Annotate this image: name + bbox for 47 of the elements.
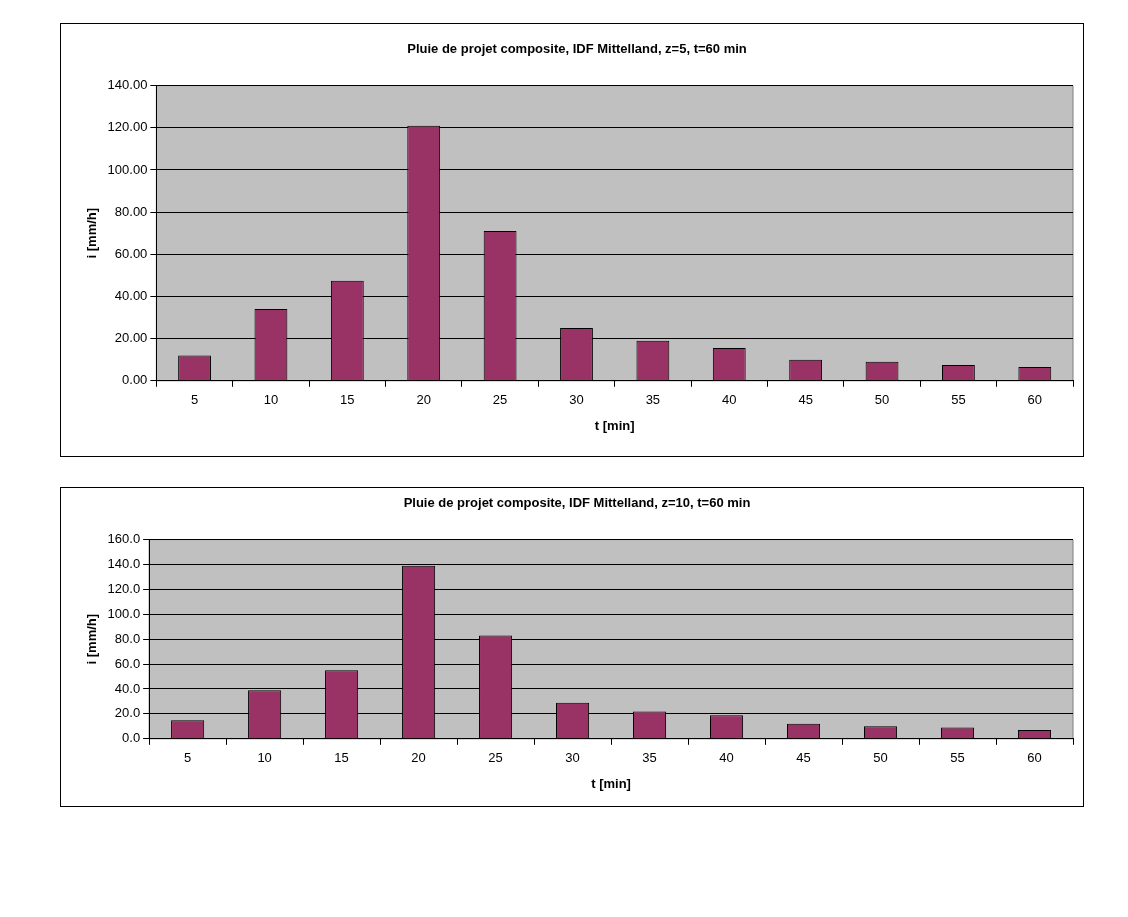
x-tick-label: 5 [184,750,192,766]
y-tick-label: 120.0 [107,580,141,596]
x-tick-label: 30 [569,392,584,408]
x-tick-label: 55 [951,392,966,408]
x-tick-label: 5 [190,392,199,408]
x-axis-title: t [min] [591,775,631,791]
x-tick-label: 35 [645,392,661,408]
x-tick-label: 40 [722,392,737,408]
y-tick-label: 40.0 [114,680,141,696]
x-tick-label: 30 [565,750,580,766]
chart-title: Pluie de projet composite, IDF Mittelland, z=10, t=60 min [403,495,751,511]
x-tick-label: 10 [263,392,279,408]
y-tick-label: 100.0 [107,605,141,621]
x-tick-label: 20 [416,392,431,408]
x-tick-label: 20 [411,750,426,766]
x-tick-label: 40 [719,750,734,766]
y-tick-label: 140.00 [107,77,148,93]
y-axis-title: i [mm/h] [84,207,100,259]
x-tick-label: 60 [1027,750,1042,766]
x-tick-label: 45 [796,750,811,766]
y-tick-label: 20.00 [114,330,148,346]
x-tick-label: 15 [340,392,355,408]
y-tick-label: 0.0 [122,730,141,746]
y-tick-label: 0.00 [122,372,148,388]
y-tick-label: 20.0 [114,705,141,721]
y-tick-label: 140.0 [107,556,141,572]
y-tick-label: 80.0 [114,630,141,646]
y-axis-title: i [mm/h] [84,613,100,665]
x-axis-title: t [min] [594,417,635,433]
x-tick-label: 55 [950,750,965,766]
x-tick-label: 15 [334,750,349,766]
chart-title: Pluie de projet composite, IDF Mittelland, z=5, t=60 min [407,41,747,57]
x-tick-label: 25 [488,750,503,766]
x-tick-label: 35 [642,750,657,766]
x-tick-label: 25 [492,392,508,408]
y-tick-label: 60.0 [114,655,141,671]
y-tick-label: 40.00 [114,288,148,304]
y-tick-label: 120.00 [107,119,148,135]
x-tick-label: 60 [1027,392,1043,408]
y-tick-label: 160.0 [107,531,141,547]
x-tick-label: 10 [257,750,272,766]
y-tick-label: 60.00 [114,245,148,261]
x-tick-label: 45 [798,392,813,408]
x-tick-label: 50 [874,392,890,408]
y-tick-label: 80.00 [114,203,148,219]
x-tick-label: 50 [873,750,888,766]
y-tick-label: 100.00 [107,161,148,177]
